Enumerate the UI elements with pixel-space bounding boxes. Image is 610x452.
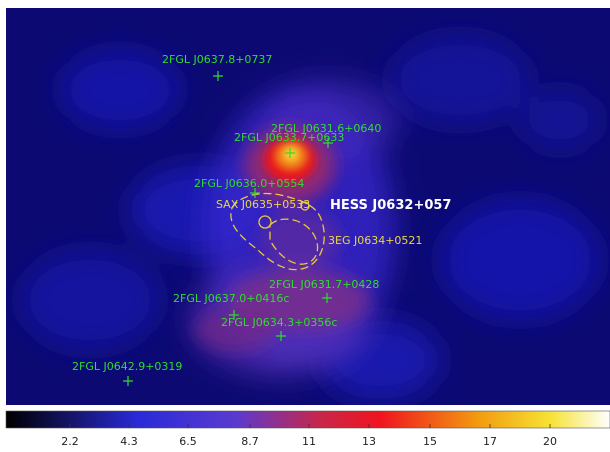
source-label-2fgl-j0631-6: 2FGL J0631.6+0640	[271, 122, 381, 135]
colorbar-tick-label: 2.2	[61, 435, 79, 448]
source-label-sax-j0635: SAX J0635+0533	[216, 198, 310, 211]
source-label-2fgl-j0633-7: 2FGL J0633.7+0633	[234, 131, 344, 144]
source-label-2fgl-j0637-8: 2FGL J0637.8+0737	[162, 53, 272, 66]
source-label-3eg-j0634: 3EG J0634+0521	[328, 234, 422, 247]
colorbar-tick-label: 8.7	[241, 435, 259, 448]
fermi-markers	[123, 71, 333, 386]
colorbar-tick-label: 4.3	[120, 435, 138, 448]
source-label-hess-j0632: HESS J0632+057	[330, 198, 451, 213]
colorbar-tick-label: 15	[423, 435, 437, 448]
source-label-2fgl-j0637-0: 2FGL J0637.0+0416c	[173, 292, 289, 305]
source-label-2fgl-j0634-3: 2FGL J0634.3+0356c	[221, 316, 337, 329]
source-labels: 2FGL J0637.8+0737 2FGL J0631.6+0640 2FGL…	[72, 53, 451, 373]
source-label-2fgl-j0642-9: 2FGL J0642.9+0319	[72, 360, 182, 373]
colorbar: 2.2 4.3 6.5 8.7 11 13 15 17 20	[5, 410, 610, 448]
colorbar-tick-label: 6.5	[179, 435, 197, 448]
colorbar-tick-label: 11	[302, 435, 316, 448]
colorbar-tick-label: 13	[362, 435, 376, 448]
colorbar-ticks	[69, 424, 551, 428]
source-label-2fgl-j0631-7: 2FGL J0631.7+0428	[269, 278, 379, 291]
colorbar-tick-labels: 2.2 4.3 6.5 8.7 11 13 15 17 20	[61, 435, 557, 448]
contours	[230, 192, 325, 271]
colorbar-tick-label: 20	[543, 435, 557, 448]
colorbar-gradient	[5, 410, 610, 429]
source-label-2fgl-j0636-0: 2FGL J0636.0+0554	[194, 177, 304, 190]
map-panel: 2FGL J0637.8+0737 2FGL J0631.6+0640 2FGL…	[6, 8, 610, 405]
colorbar-tick-label: 17	[483, 435, 497, 448]
